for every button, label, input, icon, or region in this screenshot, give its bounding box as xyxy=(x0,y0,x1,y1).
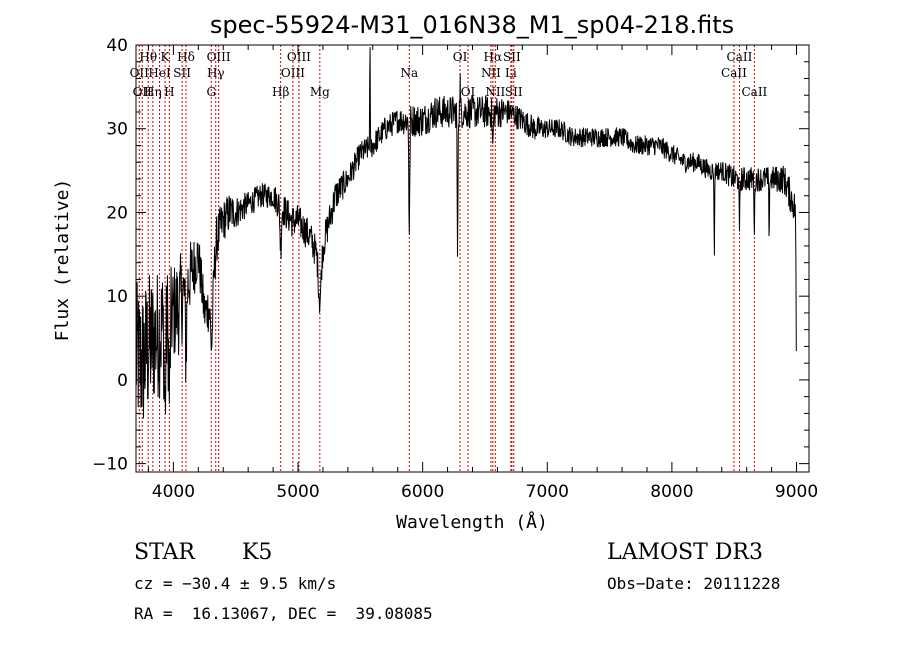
line-marker-label: OIII xyxy=(287,50,311,64)
redshift-cz: cz = −30.4 ± 9.5 km/s xyxy=(134,574,337,593)
line-marker-label: Hβ xyxy=(272,85,289,99)
observation-date: Obs−Date: 20111228 xyxy=(607,574,781,593)
line-marker-label: G xyxy=(206,85,216,99)
line-marker-label: CaII xyxy=(741,85,767,99)
line-marker-label: Li xyxy=(505,66,517,80)
y-tick-label: 10 xyxy=(106,287,128,307)
x-tick-label: 8000 xyxy=(650,482,693,502)
survey-name: LAMOST DR3 xyxy=(607,540,763,565)
line-marker-label: Hα xyxy=(484,50,503,64)
line-marker-label: OII xyxy=(130,66,150,80)
spectral-line-markers xyxy=(138,45,755,472)
line-marker-label: HeI xyxy=(148,66,171,80)
line-marker-label: Na xyxy=(400,66,418,80)
y-tick-label: −10 xyxy=(92,455,128,475)
line-marker-label: OI xyxy=(453,50,468,64)
line-marker-label: K xyxy=(161,50,171,64)
line-marker-label: OIII xyxy=(207,50,231,64)
spectral-line-labels: OIIOIIHθHηHeIKHSIIHδGHγOIIIHβOIIIOIIIMgN… xyxy=(130,50,768,99)
plot-frame xyxy=(135,44,810,473)
x-tick-label: 6000 xyxy=(401,482,444,502)
line-marker-label: Hη xyxy=(144,85,162,99)
y-axis-ticks: −10 0 10 20 30 40 xyxy=(92,36,809,475)
line-marker-label: CaII xyxy=(727,50,753,64)
spectrum-line xyxy=(135,47,797,419)
line-marker-label: NII xyxy=(485,85,505,99)
x-axis-label: Wavelength (Å) xyxy=(396,511,548,533)
ra-dec-coordinates: RA = 16.13067, DEC = 39.08085 xyxy=(134,604,433,623)
line-marker-label: Hθ xyxy=(139,50,157,64)
x-tick-label: 5000 xyxy=(276,482,319,502)
chart-title: spec-55924-M31_016N38_M1_sp04-218.fits xyxy=(210,11,734,39)
y-axis-label: Flux (relative) xyxy=(52,179,73,342)
x-tick-label: 7000 xyxy=(526,482,569,502)
y-tick-label: 0 xyxy=(117,371,128,391)
x-axis-ticks: 4000 5000 6000 7000 8000 9000 xyxy=(147,45,818,502)
x-tick-label: 9000 xyxy=(775,482,818,502)
y-tick-label: 30 xyxy=(106,120,128,140)
line-marker-label: OIII xyxy=(281,66,305,80)
x-tick-label: 4000 xyxy=(152,482,195,502)
y-tick-label: 40 xyxy=(106,36,128,56)
line-marker-label: Hγ xyxy=(207,66,225,80)
line-marker-label: H xyxy=(164,85,174,99)
line-marker-label: SII xyxy=(173,66,191,80)
line-marker-label: SII xyxy=(503,50,521,64)
object-subclass: K5 xyxy=(242,540,273,565)
object-class: STAR xyxy=(134,540,195,565)
line-marker-label: SII xyxy=(505,85,523,99)
y-tick-label: 20 xyxy=(106,203,128,223)
line-marker-label: Mg xyxy=(310,85,330,99)
line-marker-label: CaII xyxy=(721,66,747,80)
line-marker-label: Hδ xyxy=(177,50,195,64)
line-marker-label: NII xyxy=(481,66,501,80)
